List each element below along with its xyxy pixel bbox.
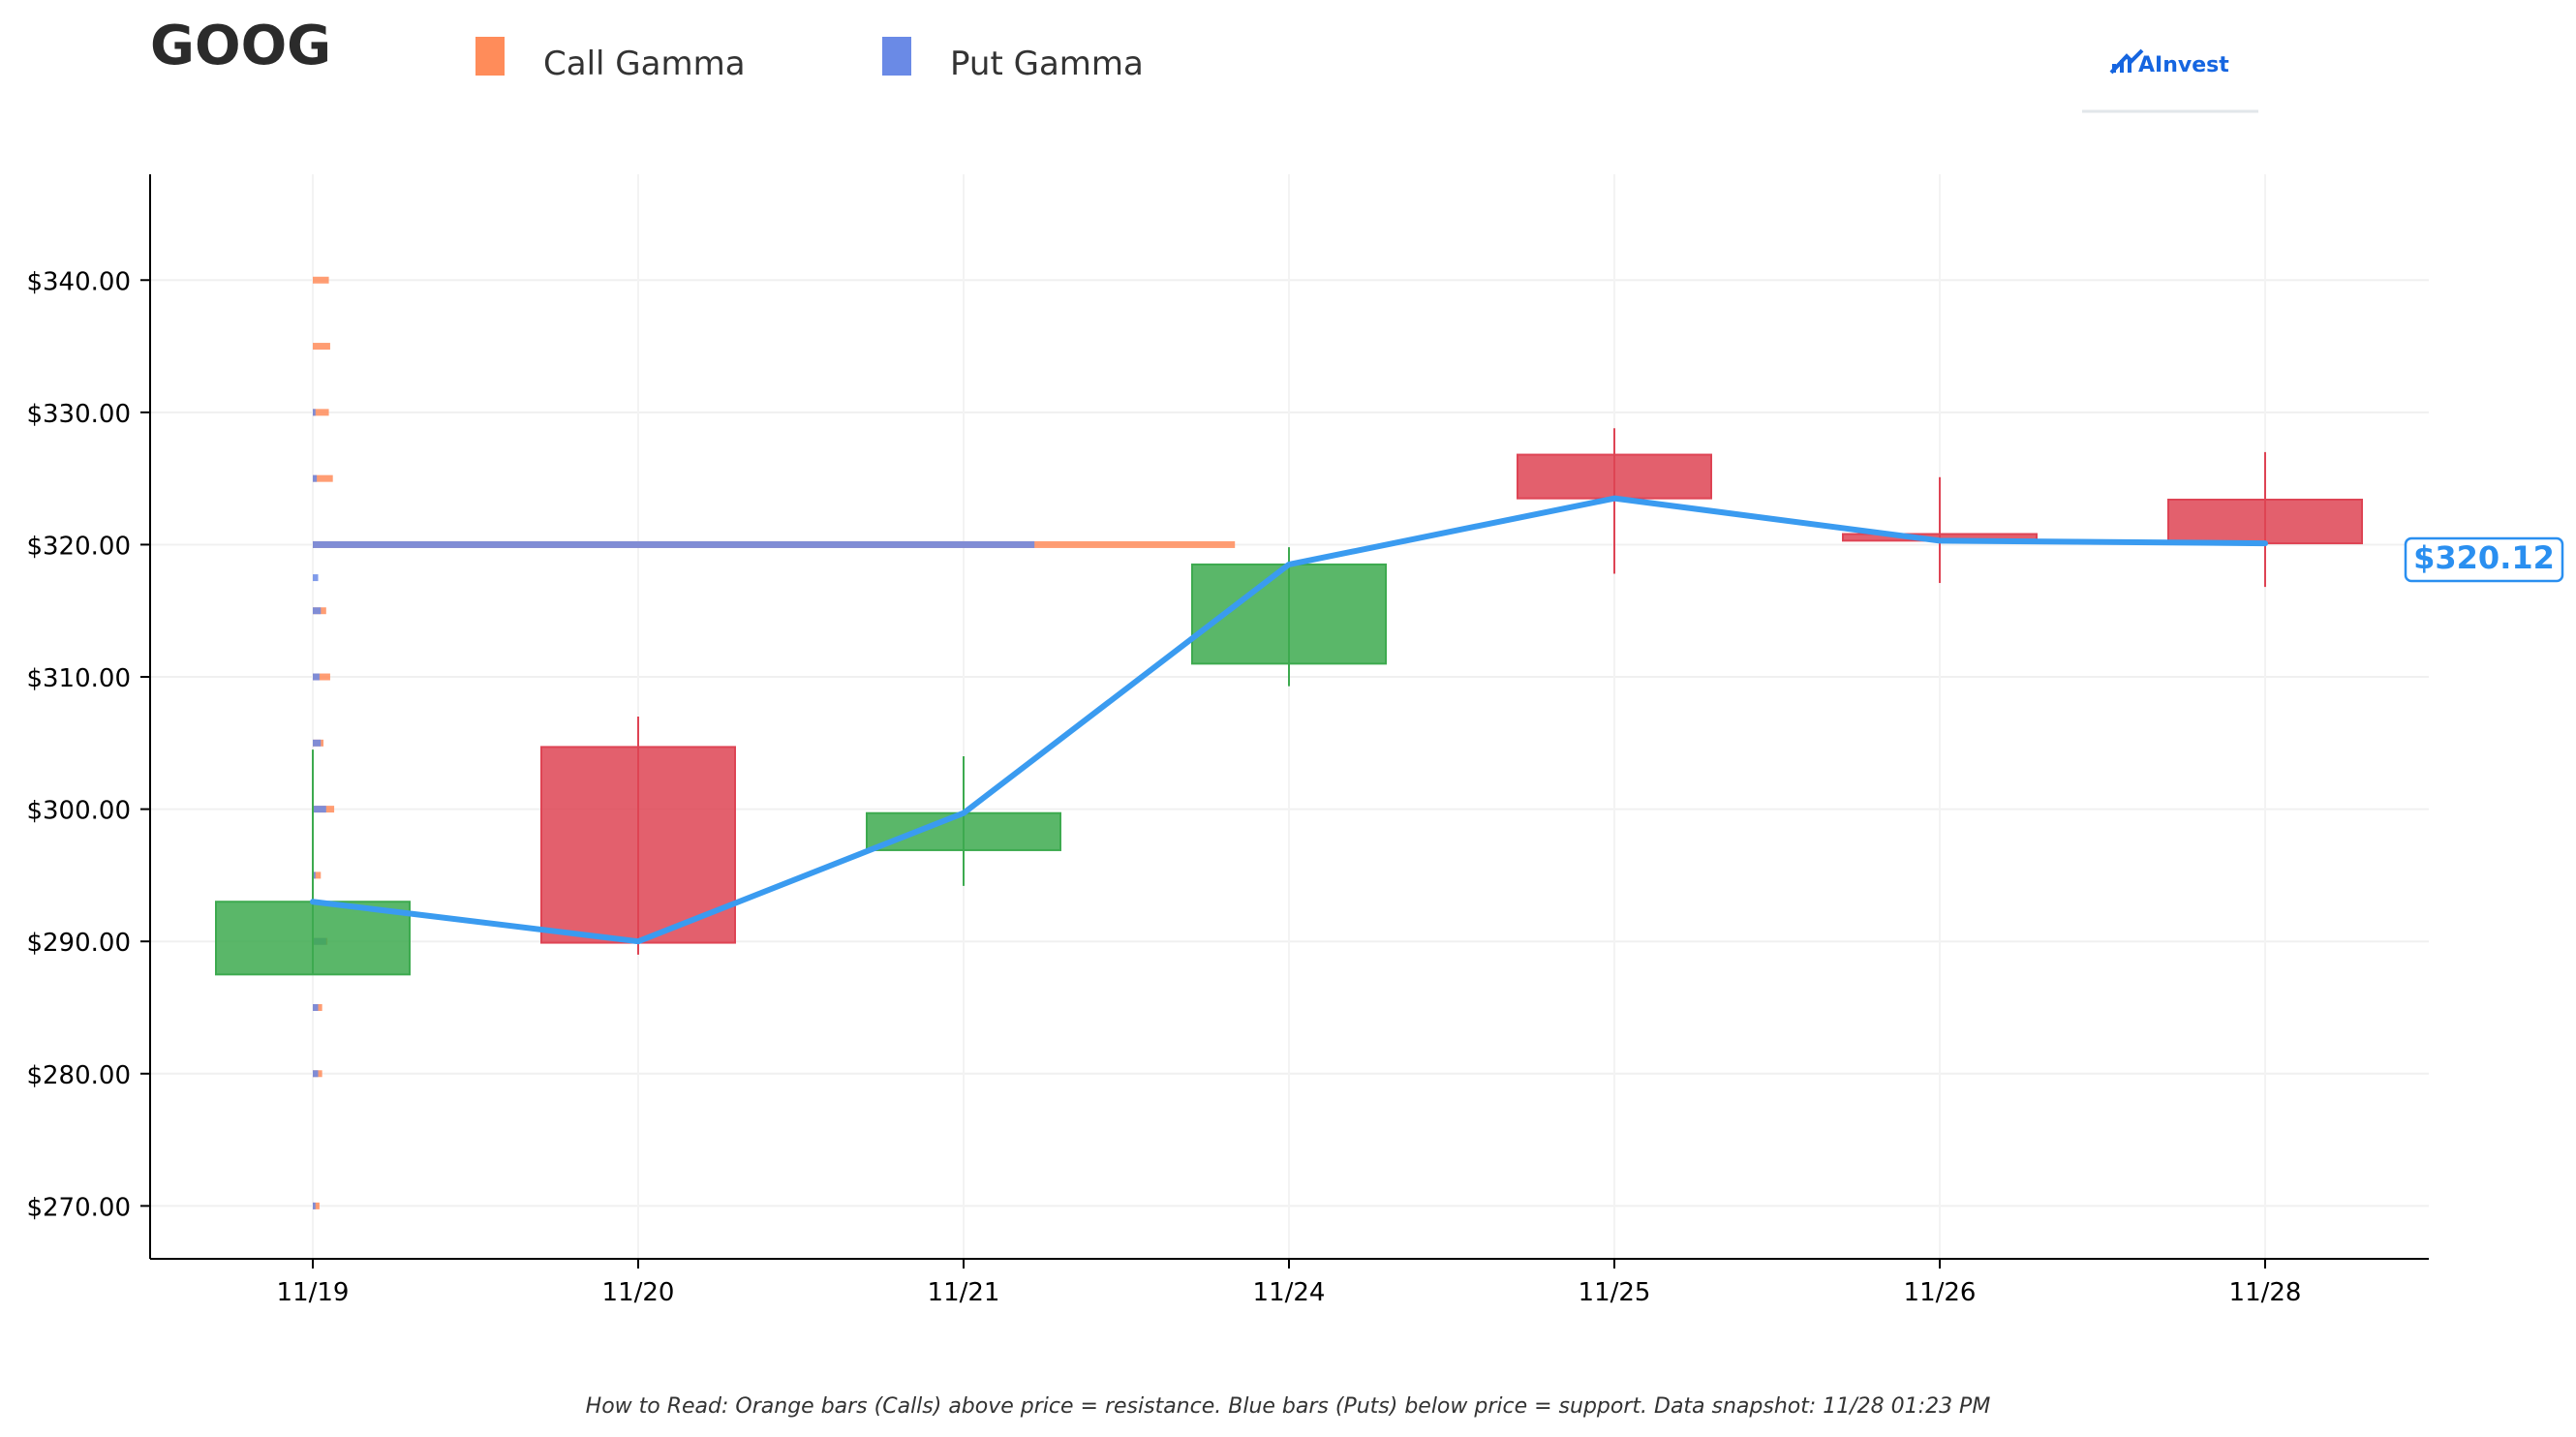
candles <box>215 428 2363 976</box>
put-gamma-bar <box>313 409 316 416</box>
call-gamma-legend-swatch <box>475 37 505 76</box>
ainvest-logo-icon <box>2109 48 2144 75</box>
call-gamma-bar <box>313 276 329 284</box>
y-tick-label: $300.00 <box>26 797 131 826</box>
call-gamma-bar <box>313 343 330 351</box>
y-tick-label: $310.00 <box>26 664 131 693</box>
x-tick-label: 11/19 <box>277 1278 350 1307</box>
y-tick-label: $270.00 <box>26 1193 131 1222</box>
put-gamma-bar <box>313 474 318 482</box>
x-tick-label: 11/21 <box>928 1278 1000 1307</box>
current-price-badge: $320.12 <box>2404 536 2564 583</box>
y-tick-label: $340.00 <box>26 267 131 296</box>
candle-body <box>1517 453 1712 500</box>
chart-footnote: How to Read: Orange bars (Calls) above p… <box>586 1394 1991 1419</box>
gamma-bars <box>313 276 1236 1209</box>
candle-body <box>866 811 1061 851</box>
put-gamma-bar <box>313 806 326 813</box>
ainvest-logo-text: AInvest <box>2138 53 2229 77</box>
put-gamma-legend-swatch <box>882 37 911 76</box>
y-tick-label: $280.00 <box>26 1061 131 1090</box>
call-gamma-bar <box>313 474 333 482</box>
chart-title: GOOG <box>150 15 331 77</box>
current-price-label: $320.12 <box>2413 539 2555 576</box>
candle-body <box>215 901 411 976</box>
x-tick-label: 11/28 <box>2229 1278 2302 1307</box>
call-gamma-bar <box>313 871 322 879</box>
y-tick-label: $290.00 <box>26 929 131 958</box>
call-gamma-bar <box>313 1202 320 1209</box>
y-tick-label: $320.00 <box>26 532 131 561</box>
x-tick-label: 11/26 <box>1904 1278 1977 1307</box>
candle-body <box>540 746 736 944</box>
close-price-line <box>310 495 2268 945</box>
put-gamma-bar <box>313 739 322 747</box>
put-gamma-bar <box>313 540 1035 548</box>
grid <box>150 174 2429 1259</box>
x-tick-label: 11/24 <box>1253 1278 1326 1307</box>
x-tick-label: 11/25 <box>1579 1278 1651 1307</box>
put-gamma-bar <box>313 1070 319 1078</box>
put-gamma-bar <box>313 1202 316 1209</box>
close-price-line-group <box>310 495 2268 945</box>
put-gamma-bar <box>313 871 316 879</box>
axes: $270.00 $280.00 $290.00 $300.00 $310.00 $320.… <box>26 174 2429 1307</box>
put-gamma-legend-label: Put Gamma <box>950 45 1144 83</box>
call-gamma-legend-label: Call Gamma <box>543 45 746 83</box>
candle-body <box>2167 499 2363 545</box>
put-gamma-bar <box>313 607 322 615</box>
put-gamma-bar <box>313 673 320 681</box>
call-gamma-bar <box>313 409 329 416</box>
call-gamma-bar <box>313 673 330 681</box>
put-gamma-bar <box>313 574 319 582</box>
x-tick-label: 11/20 <box>602 1278 675 1307</box>
put-gamma-bar <box>313 1003 319 1011</box>
y-tick-label: $330.00 <box>26 400 131 429</box>
ainvest-logo: AInvest <box>2082 48 2258 113</box>
